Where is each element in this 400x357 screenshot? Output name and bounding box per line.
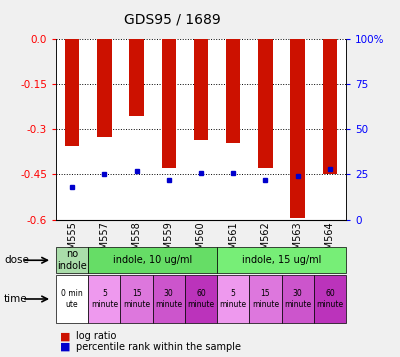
Bar [65,39,79,146]
Bar [323,39,337,175]
Text: 0 min
ute: 0 min ute [61,289,83,309]
Text: log ratio: log ratio [76,331,116,341]
Text: ■: ■ [60,342,70,352]
Text: ■: ■ [60,331,70,341]
Text: no
indole: no indole [57,250,87,271]
Bar [129,39,144,116]
Bar [226,39,240,143]
Text: 5
minute: 5 minute [220,289,247,309]
Text: 15
minute: 15 minute [252,289,279,309]
Text: 15
minute: 15 minute [123,289,150,309]
Text: 30
minute: 30 minute [155,289,182,309]
Bar [290,39,305,218]
Bar [162,39,176,169]
Text: 60
minute: 60 minute [188,289,214,309]
Text: indole, 10 ug/ml: indole, 10 ug/ml [113,255,192,265]
Text: percentile rank within the sample: percentile rank within the sample [76,342,241,352]
Text: 30
minute: 30 minute [284,289,311,309]
Text: time: time [4,294,28,304]
Bar [97,39,112,137]
Text: dose: dose [4,255,29,265]
Text: 5
minute: 5 minute [91,289,118,309]
Bar [194,39,208,140]
Bar [258,39,273,169]
Text: 60
minute: 60 minute [316,289,344,309]
Text: GDS95 / 1689: GDS95 / 1689 [124,12,220,26]
Text: indole, 15 ug/ml: indole, 15 ug/ml [242,255,321,265]
